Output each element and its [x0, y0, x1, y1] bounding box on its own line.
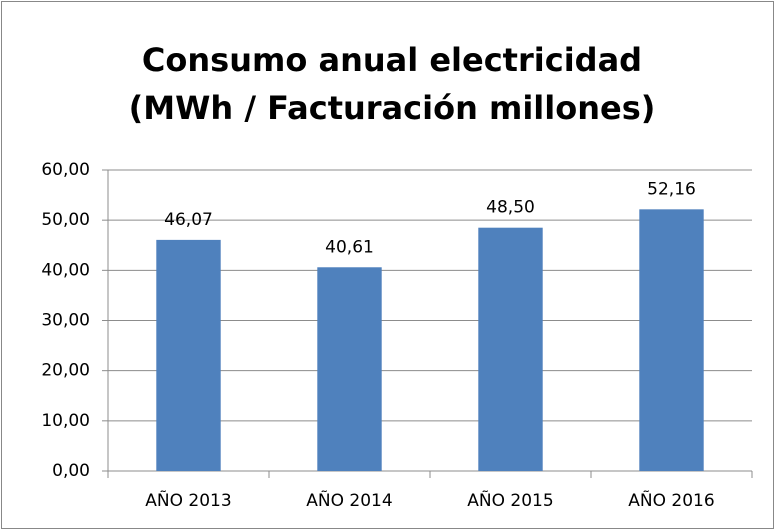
bar [478, 227, 543, 471]
data-label: 52,16 [647, 179, 696, 199]
y-tick-label: 20,00 [41, 361, 90, 381]
y-tick-label: 10,00 [41, 411, 90, 431]
y-tick-label: 30,00 [41, 311, 90, 331]
x-tick-label: AÑO 2015 [467, 489, 553, 511]
y-tick-label: 0,00 [52, 461, 90, 481]
data-label: 46,07 [164, 210, 213, 230]
y-tick-label: 60,00 [41, 160, 90, 180]
y-tick-label: 40,00 [41, 260, 90, 280]
chart-title: Consumo anual electricidad [142, 41, 642, 79]
x-tick-label: AÑO 2013 [145, 489, 231, 511]
bar [317, 267, 382, 471]
y-tick-label: 50,00 [41, 210, 90, 230]
data-label: 40,61 [325, 237, 374, 257]
bar [639, 209, 704, 471]
data-label: 48,50 [486, 198, 535, 218]
x-tick-label: AÑO 2016 [628, 489, 714, 511]
x-tick-label: AÑO 2014 [306, 489, 392, 511]
chart-title: (MWh / Facturación millones) [129, 89, 656, 127]
bar [156, 239, 221, 471]
